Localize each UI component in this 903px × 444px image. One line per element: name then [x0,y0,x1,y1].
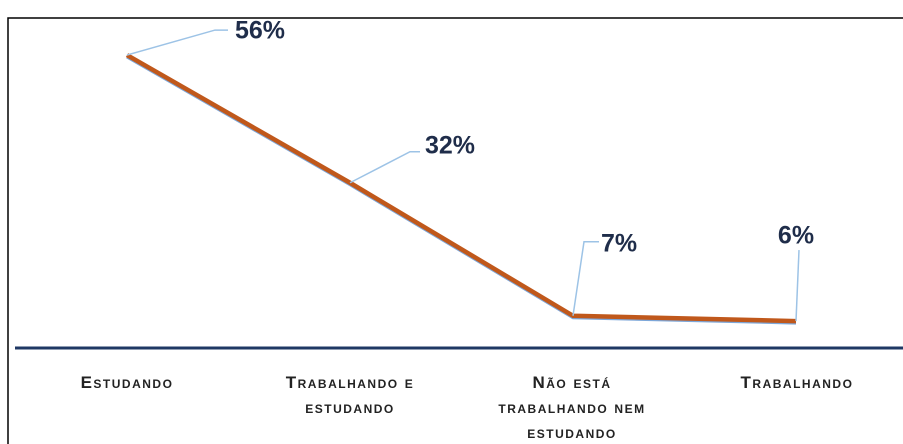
line [125,53,797,324]
value-label: 32% [425,131,475,159]
leader-line [572,241,599,316]
value-label: 6% [778,222,814,250]
leader-line [349,151,420,184]
leader-line [126,29,228,56]
frame [7,17,903,444]
leader-line [795,250,800,322]
x-tick-label: Estudando [80,373,174,392]
x-tick-label: Não está trabalhando nem estudando [498,373,646,442]
value-label: 56% [235,17,285,45]
x-tick-label: Trabalhando [740,373,854,392]
line-shadow [126,55,797,325]
value-label: 7% [601,229,637,257]
x-tick-label: Trabalhando e estudando [285,373,415,417]
